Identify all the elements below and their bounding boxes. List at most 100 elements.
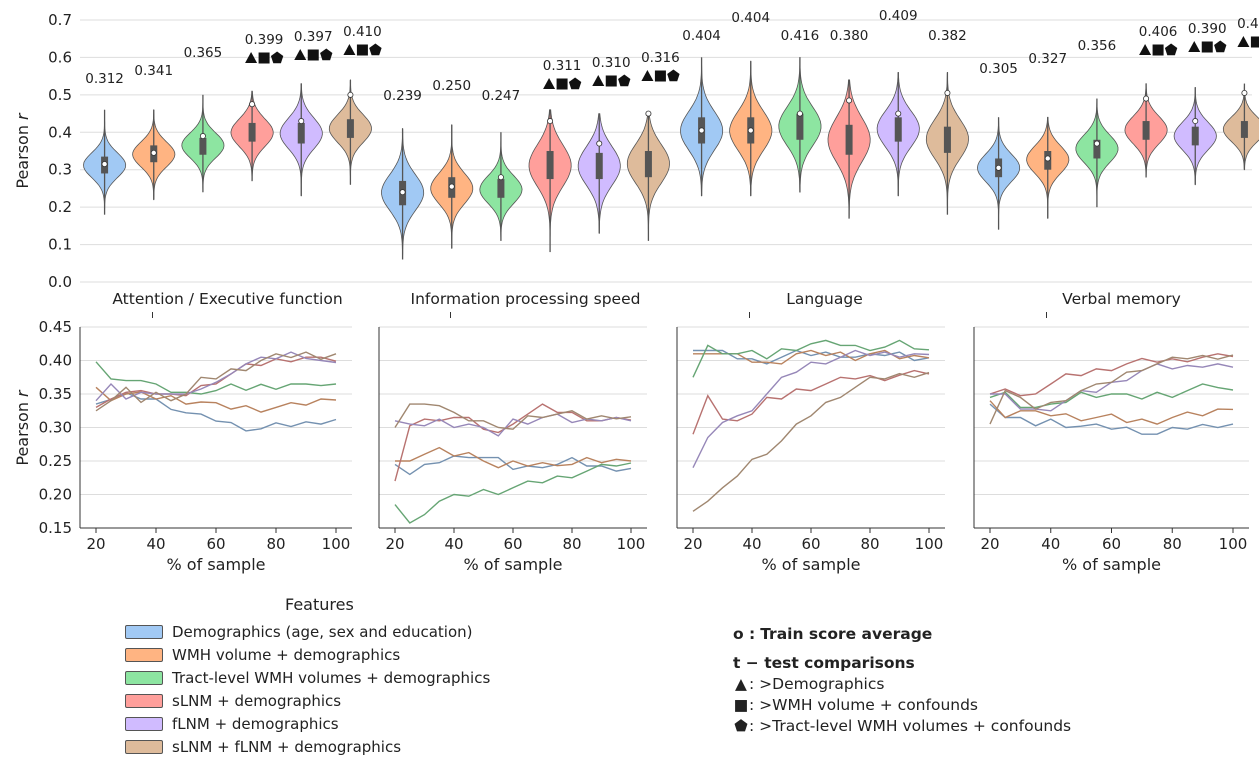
- violin-median-label: 0.310: [592, 55, 631, 71]
- violin-box: [894, 117, 902, 142]
- violin-median-label: 0.311: [543, 58, 582, 74]
- legend-swatch: [125, 648, 163, 662]
- square-icon: [258, 52, 270, 64]
- pentagon-icon: [320, 48, 333, 61]
- legend-label: sLNM + fLNM + demographics: [172, 738, 402, 756]
- x-tick-label: 40: [444, 535, 463, 553]
- y-tick-label: 0.35: [39, 385, 72, 403]
- x-tick-label: 80: [1163, 535, 1182, 553]
- violin-box: [595, 152, 603, 180]
- train-average-marker: [249, 101, 256, 108]
- legend-item-slnm-flnm: sLNM + fLNM + demographics: [125, 737, 401, 757]
- train-average-marker: [399, 189, 406, 196]
- train-score-label: Train score average: [760, 625, 933, 643]
- category-label: Language: [786, 290, 863, 308]
- violin-median-label: 0.416: [781, 28, 820, 44]
- y-tick-label: 0.2: [48, 198, 72, 216]
- ttest-item-tract: ⬟: >Tract-level WMH volumes + confounds: [733, 717, 1193, 738]
- x-tick-label: 40: [146, 535, 165, 553]
- x-tick-label: 100: [322, 535, 351, 553]
- square-icon: [1250, 36, 1259, 48]
- square-icon: [654, 70, 666, 82]
- y-tick-label: 0.15: [39, 519, 72, 537]
- violin-median-label: 0.380: [830, 28, 869, 44]
- category-label: Information processing speed: [411, 290, 641, 308]
- violin-box: [497, 179, 505, 198]
- series-line: [989, 354, 1234, 425]
- legend-label: WMH volume + demographics: [172, 646, 401, 664]
- train-average-marker: [747, 127, 754, 134]
- violin-median-label: 0.316: [641, 50, 680, 66]
- series-line: [394, 413, 632, 437]
- violin-median-label: 0.410: [343, 24, 382, 40]
- x-tick-label: 100: [617, 535, 646, 553]
- train-average-marker: [1241, 89, 1248, 96]
- y-tick-label: 0.20: [39, 486, 72, 504]
- train-average-marker: [298, 118, 305, 125]
- legend-title: Features: [285, 595, 354, 614]
- legend-swatch: [125, 717, 163, 731]
- y-tick-label: 0.0: [48, 273, 72, 291]
- violin-median-label: 0.382: [928, 28, 967, 44]
- legend-swatch: [125, 625, 163, 639]
- triangle-icon: [641, 70, 654, 81]
- legend-swatch: [125, 694, 163, 708]
- y-tick-label: 0.6: [48, 48, 72, 66]
- train-average-marker: [1044, 155, 1051, 162]
- y-tick-label: 0.25: [39, 452, 72, 470]
- violin-median-label: 0.312: [85, 71, 124, 87]
- violin-box: [943, 126, 951, 153]
- square-icon: [605, 75, 617, 87]
- triangle-icon: [294, 49, 307, 60]
- train-average-marker: [101, 161, 108, 168]
- train-average-marker: [796, 110, 803, 117]
- violin-box: [248, 122, 256, 142]
- ttest-label: : >WMH volume + confounds: [749, 696, 979, 714]
- violin-box: [346, 119, 354, 138]
- pentagon-icon: [667, 69, 680, 82]
- series-line: [692, 371, 930, 512]
- violin-median-label: 0.247: [482, 88, 521, 104]
- pentagon-icon: [1164, 43, 1178, 56]
- violin-median-label: 0.404: [682, 28, 721, 44]
- series-line: [692, 349, 930, 469]
- x-tick-label: 60: [206, 535, 225, 553]
- y-tick-label: 0.1: [48, 236, 72, 254]
- x-axis-label: % of sample: [167, 555, 266, 574]
- legend-label: Demographics (age, sex and education): [172, 623, 473, 641]
- legend-label: sLNM + demographics: [172, 692, 342, 710]
- violin-box: [199, 137, 207, 155]
- square-icon: [307, 49, 319, 61]
- x-tick-label: 80: [562, 535, 581, 553]
- train-average-marker: [645, 110, 652, 117]
- y-axis-label: Pearson r: [13, 112, 32, 189]
- y-tick-label: 0.30: [39, 419, 72, 437]
- violin-median-label: 0.390: [1188, 21, 1227, 37]
- pentagon-icon: [1214, 40, 1227, 53]
- triangle-icon: [343, 44, 356, 55]
- series-line: [394, 455, 632, 476]
- violin-box: [1191, 126, 1199, 146]
- pentagon-icon: [618, 74, 631, 87]
- y-axis-label: Pearson r: [13, 389, 32, 466]
- series-line: [95, 351, 337, 412]
- violin-median-label: 0.404: [731, 10, 770, 26]
- ttest-label: : >Demographics: [749, 675, 885, 693]
- series-line: [95, 391, 337, 432]
- train-average-marker: [199, 133, 206, 140]
- series-line: [95, 356, 337, 409]
- violin-median-label: 0.365: [184, 45, 223, 61]
- y-tick-label: 0.3: [48, 161, 72, 179]
- train-average-marker: [596, 140, 603, 147]
- x-tick-label: 20: [683, 535, 702, 553]
- train-average-marker: [944, 89, 951, 96]
- violin-median-label: 0.397: [294, 29, 333, 45]
- triangle-icon: [1139, 44, 1152, 55]
- ttest-item-demographics: ▲: >Demographics: [733, 675, 1193, 696]
- x-tick-label: 100: [1219, 535, 1248, 553]
- series-line: [692, 369, 930, 435]
- square-icon: ■: [733, 696, 749, 714]
- train-average-marker: [1093, 140, 1100, 147]
- x-tick-label: 80: [266, 535, 285, 553]
- pentagon-icon: [568, 77, 582, 90]
